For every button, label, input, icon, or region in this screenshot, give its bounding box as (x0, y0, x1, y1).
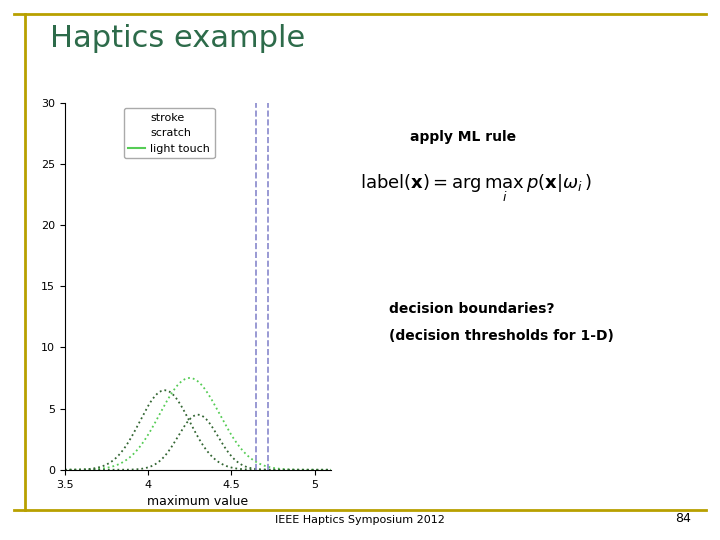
Legend: stroke, scratch, light touch: stroke, scratch, light touch (124, 108, 215, 158)
Text: $\mathrm{label}(\mathbf{x}) = \arg\max_i\, p(\mathbf{x}|\omega_i)$: $\mathrm{label}(\mathbf{x}) = \arg\max_i… (360, 173, 592, 204)
Text: (decision thresholds for 1-D): (decision thresholds for 1-D) (389, 329, 613, 343)
Text: apply ML rule: apply ML rule (410, 130, 516, 144)
Text: IEEE Haptics Symposium 2012: IEEE Haptics Symposium 2012 (275, 515, 445, 525)
X-axis label: maximum value: maximum value (148, 495, 248, 508)
Text: Haptics example: Haptics example (50, 24, 306, 53)
Text: decision boundaries?: decision boundaries? (389, 302, 554, 316)
Text: 84: 84 (675, 512, 691, 525)
